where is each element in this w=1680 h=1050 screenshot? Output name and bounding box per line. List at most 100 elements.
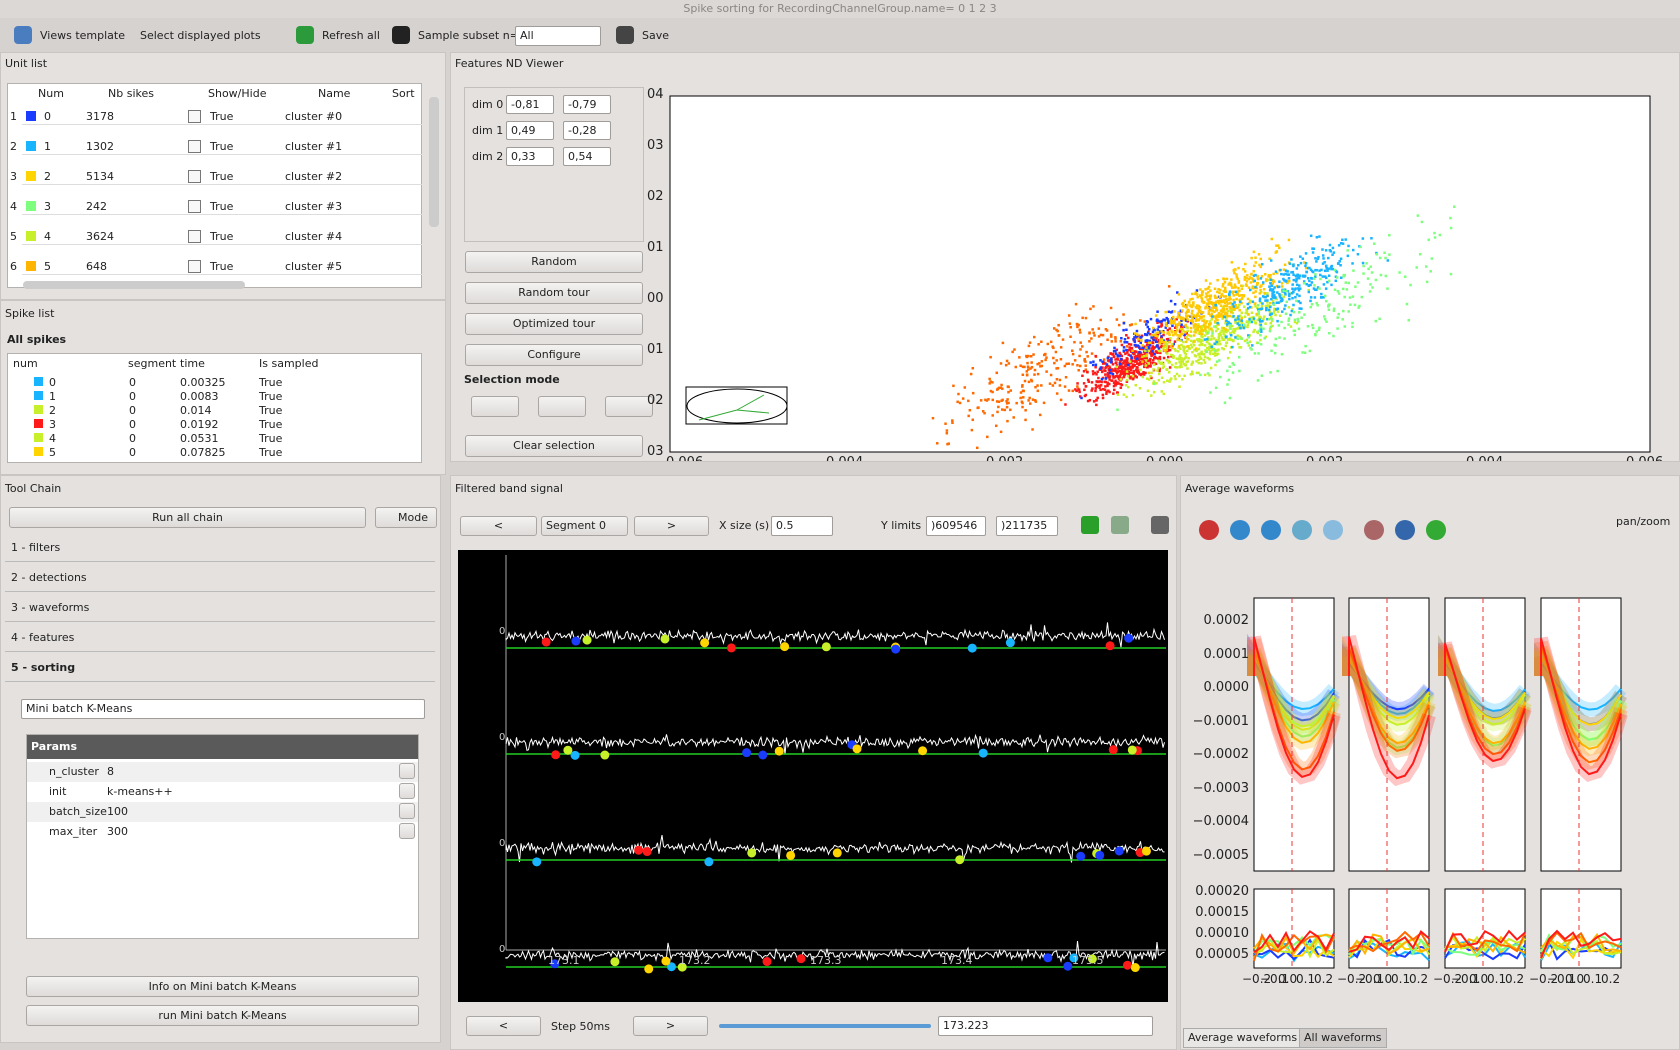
checkbox[interactable] (188, 200, 201, 213)
reset-button[interactable] (399, 763, 415, 779)
checkbox[interactable] (188, 110, 201, 123)
nav-icon[interactable] (1261, 520, 1281, 540)
mode-button[interactable] (538, 396, 586, 417)
scatter-dot (1268, 313, 1272, 316)
nav-icon[interactable] (1323, 520, 1343, 540)
reset-button[interactable] (399, 803, 415, 819)
mode-button[interactable] (605, 396, 653, 417)
reset-button[interactable] (399, 783, 415, 799)
scatter-dot (1195, 371, 1199, 375)
method-select[interactable]: Mini batch K-Means (21, 699, 425, 719)
run-all-button[interactable]: Run all chain (9, 507, 366, 528)
next-button[interactable]: > (633, 1016, 708, 1036)
action-button[interactable]: Optimized tour (465, 313, 643, 335)
checkbox[interactable] (188, 260, 201, 273)
tool-icon[interactable] (1151, 516, 1169, 534)
spike-dot (1095, 850, 1105, 860)
scatter-dot (1289, 313, 1292, 317)
clear-button[interactable]: Clear selection (465, 435, 643, 457)
scatter-dot (1200, 328, 1203, 331)
segment-select[interactable]: Segment 0 (541, 516, 628, 536)
spin-box[interactable]: 0,49 (506, 121, 554, 140)
nav-icon[interactable] (1230, 520, 1250, 540)
step-tab[interactable]: 3 - waveforms (5, 594, 435, 622)
ymin-input[interactable]: )609546 (926, 516, 986, 536)
step-select[interactable]: Step 50ms (551, 1020, 610, 1033)
nav-icon[interactable] (1199, 520, 1219, 540)
x-tick-label: −0.1 (1260, 972, 1290, 986)
reset-button[interactable] (399, 823, 415, 839)
sample-select[interactable]: All (515, 26, 601, 46)
toolbar-button[interactable]: Views template (40, 29, 125, 42)
scatter-dot (1346, 254, 1350, 258)
mode-button[interactable]: Mode (375, 507, 437, 528)
spin-box[interactable]: -0,79 (563, 95, 611, 114)
mode-button[interactable] (471, 396, 519, 417)
time-input[interactable]: 173.223 (938, 1016, 1153, 1036)
scatter-dot (1196, 327, 1200, 330)
checkbox[interactable] (188, 140, 201, 153)
step-tab[interactable]: 4 - features (5, 624, 435, 652)
scatter-dot (1172, 355, 1176, 358)
scatter-dot (1108, 371, 1112, 375)
toolbar-button[interactable]: Refresh all (322, 29, 380, 42)
checkbox[interactable] (188, 230, 201, 243)
xsize-input[interactable]: 0.5 (771, 516, 833, 536)
spin-box[interactable]: -0,28 (563, 121, 611, 140)
scatter-dot (1254, 321, 1257, 324)
run-button[interactable]: run Mini batch K-Means (26, 1005, 419, 1026)
nav-icon[interactable] (1364, 520, 1384, 540)
info-button[interactable]: Info on Mini batch K-Means (26, 976, 419, 997)
prev-button[interactable]: < (460, 516, 537, 536)
scatter-dot (1232, 315, 1235, 318)
step-tab[interactable]: 1 - filters (5, 534, 435, 562)
scatter-dot (1026, 365, 1030, 369)
scatter-dot (1331, 253, 1334, 256)
scatter-dot (1229, 327, 1232, 330)
spin-box[interactable]: -0,81 (506, 95, 554, 114)
scatter-dot (1168, 345, 1171, 348)
scatter-dot (1147, 378, 1151, 381)
scatter-dot (1261, 282, 1265, 286)
prev-button[interactable]: < (466, 1016, 541, 1036)
scatter-dot (1132, 371, 1136, 375)
scatter-dot (1243, 270, 1247, 273)
scatter-dot (1210, 312, 1214, 315)
spin-box[interactable]: 0,54 (563, 147, 611, 166)
action-button[interactable]: Random (465, 251, 643, 273)
scatter-dot (1089, 361, 1092, 364)
nav-icon[interactable] (1395, 520, 1415, 540)
scatter-dot (1217, 302, 1221, 305)
scatter-dot (1344, 281, 1348, 284)
scatter-dot (1136, 362, 1139, 365)
spike-dot (704, 857, 714, 867)
action-button[interactable]: Random tour (465, 282, 643, 304)
next-button[interactable]: > (634, 516, 709, 536)
nav-icon[interactable] (1292, 520, 1312, 540)
ymax-input[interactable]: )211735 (996, 516, 1058, 536)
scatter-dot (1034, 385, 1037, 389)
scatter-dot (1353, 303, 1357, 307)
scatter-dot (1249, 346, 1252, 350)
toolbar-button[interactable]: Save (642, 29, 670, 42)
scatter-dot (1204, 321, 1207, 325)
toolbar-button[interactable]: Select displayed plots (140, 29, 261, 42)
scatter-dot (1269, 321, 1273, 325)
scatter-dot (1297, 327, 1301, 331)
action-button[interactable]: Configure (465, 344, 643, 366)
nav-icon[interactable] (1426, 520, 1446, 540)
tab[interactable]: Average waveforms (1183, 1028, 1303, 1048)
scatter-dot (1315, 301, 1318, 305)
time-slider[interactable] (719, 1024, 931, 1028)
step-tab[interactable]: 2 - detections (5, 564, 435, 592)
spin-box[interactable]: 0,33 (506, 147, 554, 166)
show-flag: True (210, 230, 234, 243)
scatter-dot (1176, 350, 1180, 353)
tool-icon[interactable] (1111, 516, 1129, 534)
tool-icon[interactable] (1081, 516, 1099, 534)
checkbox[interactable] (188, 170, 201, 183)
toolbar-button[interactable]: Sample subset n= (418, 29, 519, 42)
scatter-dot (1153, 355, 1157, 359)
tab[interactable]: All waveforms (1299, 1028, 1387, 1048)
step-tab[interactable]: 5 - sorting (5, 654, 435, 682)
